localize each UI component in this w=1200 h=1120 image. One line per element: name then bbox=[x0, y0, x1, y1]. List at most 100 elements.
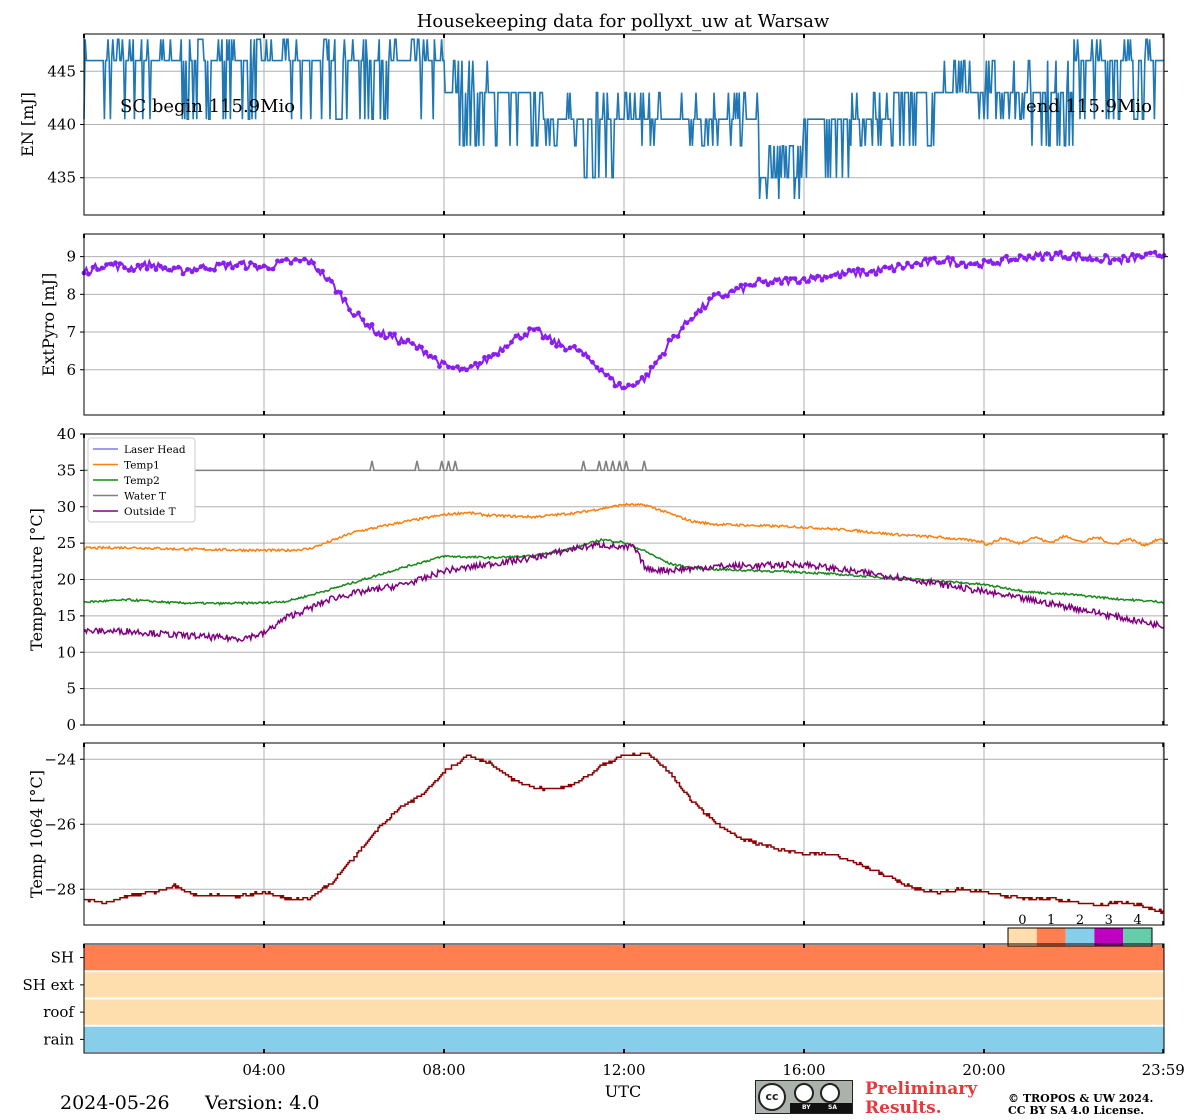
extpyro-point bbox=[212, 267, 217, 273]
extpyro-point bbox=[266, 266, 271, 272]
temp1064-ylabel: Temp 1064 [°C] bbox=[27, 770, 46, 898]
extpyro-point bbox=[378, 333, 384, 338]
extpyro-point bbox=[1031, 255, 1036, 261]
water-t-series-line bbox=[84, 460, 1164, 472]
extpyro-point bbox=[1080, 256, 1086, 262]
xtick-label: 12:00 bbox=[602, 1061, 645, 1079]
extpyro-point bbox=[1076, 251, 1081, 257]
extpyro-point bbox=[419, 344, 424, 350]
extpyro-point bbox=[1112, 257, 1117, 262]
extpyro-point bbox=[977, 263, 982, 269]
extpyro-point bbox=[707, 296, 712, 302]
extpyro-point bbox=[270, 266, 276, 272]
extpyro-point bbox=[878, 268, 883, 274]
extpyro-point bbox=[896, 261, 901, 267]
extpyro-point bbox=[1139, 254, 1144, 260]
extpyro-point bbox=[1022, 255, 1027, 261]
extpyro-point bbox=[770, 280, 775, 286]
license-line: CC BY SA 4.0 License. bbox=[1008, 1104, 1144, 1117]
extpyro-point bbox=[518, 335, 523, 341]
extpyro-point bbox=[986, 259, 991, 265]
extpyro-point bbox=[549, 340, 555, 346]
extpyro-point bbox=[900, 265, 906, 271]
extpyro-point bbox=[135, 262, 141, 268]
legend-item: Laser Head bbox=[124, 444, 186, 456]
extpyro-point bbox=[104, 262, 109, 267]
extpyro-point bbox=[216, 261, 222, 267]
extpyro-point bbox=[122, 265, 127, 271]
extpyro-point bbox=[1103, 253, 1108, 258]
extpyro-point bbox=[1121, 253, 1126, 259]
colorbar-swatch bbox=[1094, 928, 1124, 946]
extpyro-point bbox=[887, 265, 892, 271]
temperature-ytick-label: 5 bbox=[66, 680, 76, 698]
extpyro-point bbox=[284, 256, 289, 262]
extpyro-point bbox=[464, 367, 469, 373]
extpyro-point bbox=[153, 267, 159, 272]
attribution-icon bbox=[794, 1083, 814, 1103]
xtick-label: 08:00 bbox=[422, 1061, 465, 1079]
extpyro-point bbox=[923, 256, 928, 262]
extpyro-point bbox=[1058, 249, 1063, 255]
extpyro-point bbox=[891, 268, 897, 274]
extpyro-point bbox=[374, 331, 379, 337]
extpyro-point bbox=[162, 265, 168, 271]
temp1064-panel: −28 −26 −24 Temp 1064 [°C] bbox=[27, 742, 1168, 926]
badge-by-label: BY bbox=[802, 1104, 811, 1111]
extpyro-point bbox=[599, 367, 604, 373]
colorbar-swatch bbox=[1008, 928, 1037, 946]
extpyro-point bbox=[617, 380, 622, 386]
temperature-ylabel: Temperature [°C] bbox=[27, 508, 46, 651]
extpyro-point bbox=[567, 345, 573, 351]
extpyro-point bbox=[360, 317, 366, 323]
extpyro-point bbox=[459, 366, 465, 372]
extpyro-ytick-label: 7 bbox=[66, 323, 76, 341]
extpyro-point bbox=[144, 266, 150, 272]
energy-ylabel: EN [mJ] bbox=[18, 92, 37, 157]
legend-item: Temp2 bbox=[124, 475, 160, 487]
temperature-ytick-label: 15 bbox=[57, 607, 76, 625]
temperature-ytick-label: 40 bbox=[57, 425, 76, 443]
extpyro-ytick-label: 9 bbox=[66, 248, 76, 266]
extpyro-point bbox=[630, 383, 636, 388]
extpyro-point bbox=[423, 349, 429, 355]
colorbar-label: 3 bbox=[1105, 913, 1113, 928]
status-row-rain bbox=[84, 1026, 1164, 1052]
extpyro-point bbox=[329, 278, 334, 284]
temp1064-ytick-label: −28 bbox=[44, 880, 76, 898]
extpyro-point bbox=[1085, 257, 1090, 262]
extpyro-point bbox=[653, 360, 658, 366]
extpyro-point bbox=[113, 260, 118, 266]
colorbar-label: 2 bbox=[1076, 913, 1084, 928]
footer-version: Version: 4.0 bbox=[204, 1092, 319, 1114]
extpyro-point bbox=[198, 264, 204, 269]
extpyro-point bbox=[1148, 250, 1153, 256]
extpyro-point bbox=[756, 276, 762, 282]
temperature-ytick-label: 10 bbox=[57, 643, 76, 661]
status-row-sh bbox=[84, 945, 1164, 971]
sc-end-annotation: end 115.9Mio bbox=[1026, 96, 1152, 117]
extpyro-point bbox=[657, 354, 663, 360]
extpyro-point bbox=[509, 339, 514, 345]
extpyro-point bbox=[401, 339, 406, 345]
temp1064-ytick-label: −26 bbox=[44, 815, 76, 833]
colorbar-label: 4 bbox=[1133, 913, 1141, 928]
extpyro-point bbox=[522, 332, 528, 338]
extpyro-point bbox=[945, 255, 951, 260]
extpyro-point bbox=[302, 256, 307, 262]
xtick-label: 16:00 bbox=[782, 1061, 825, 1079]
temperature-legend: Laser Head Temp1 Temp2 Water T Outside T bbox=[87, 437, 196, 523]
extpyro-point bbox=[612, 383, 618, 389]
extpyro-point bbox=[1134, 253, 1140, 258]
extpyro-point bbox=[941, 259, 946, 265]
preliminary-label: Preliminary bbox=[865, 1079, 978, 1099]
status-row-label: SH bbox=[51, 949, 74, 967]
extpyro-point bbox=[855, 266, 861, 272]
extpyro-point bbox=[864, 272, 870, 277]
status-panel: SH SH ext roof rain 0 1 2 3 4 bbox=[23, 913, 1165, 1054]
extpyro-point bbox=[788, 276, 793, 282]
extpyro-point bbox=[342, 296, 348, 302]
extpyro-point bbox=[225, 262, 231, 267]
extpyro-point bbox=[860, 267, 865, 273]
extpyro-point bbox=[536, 326, 541, 332]
